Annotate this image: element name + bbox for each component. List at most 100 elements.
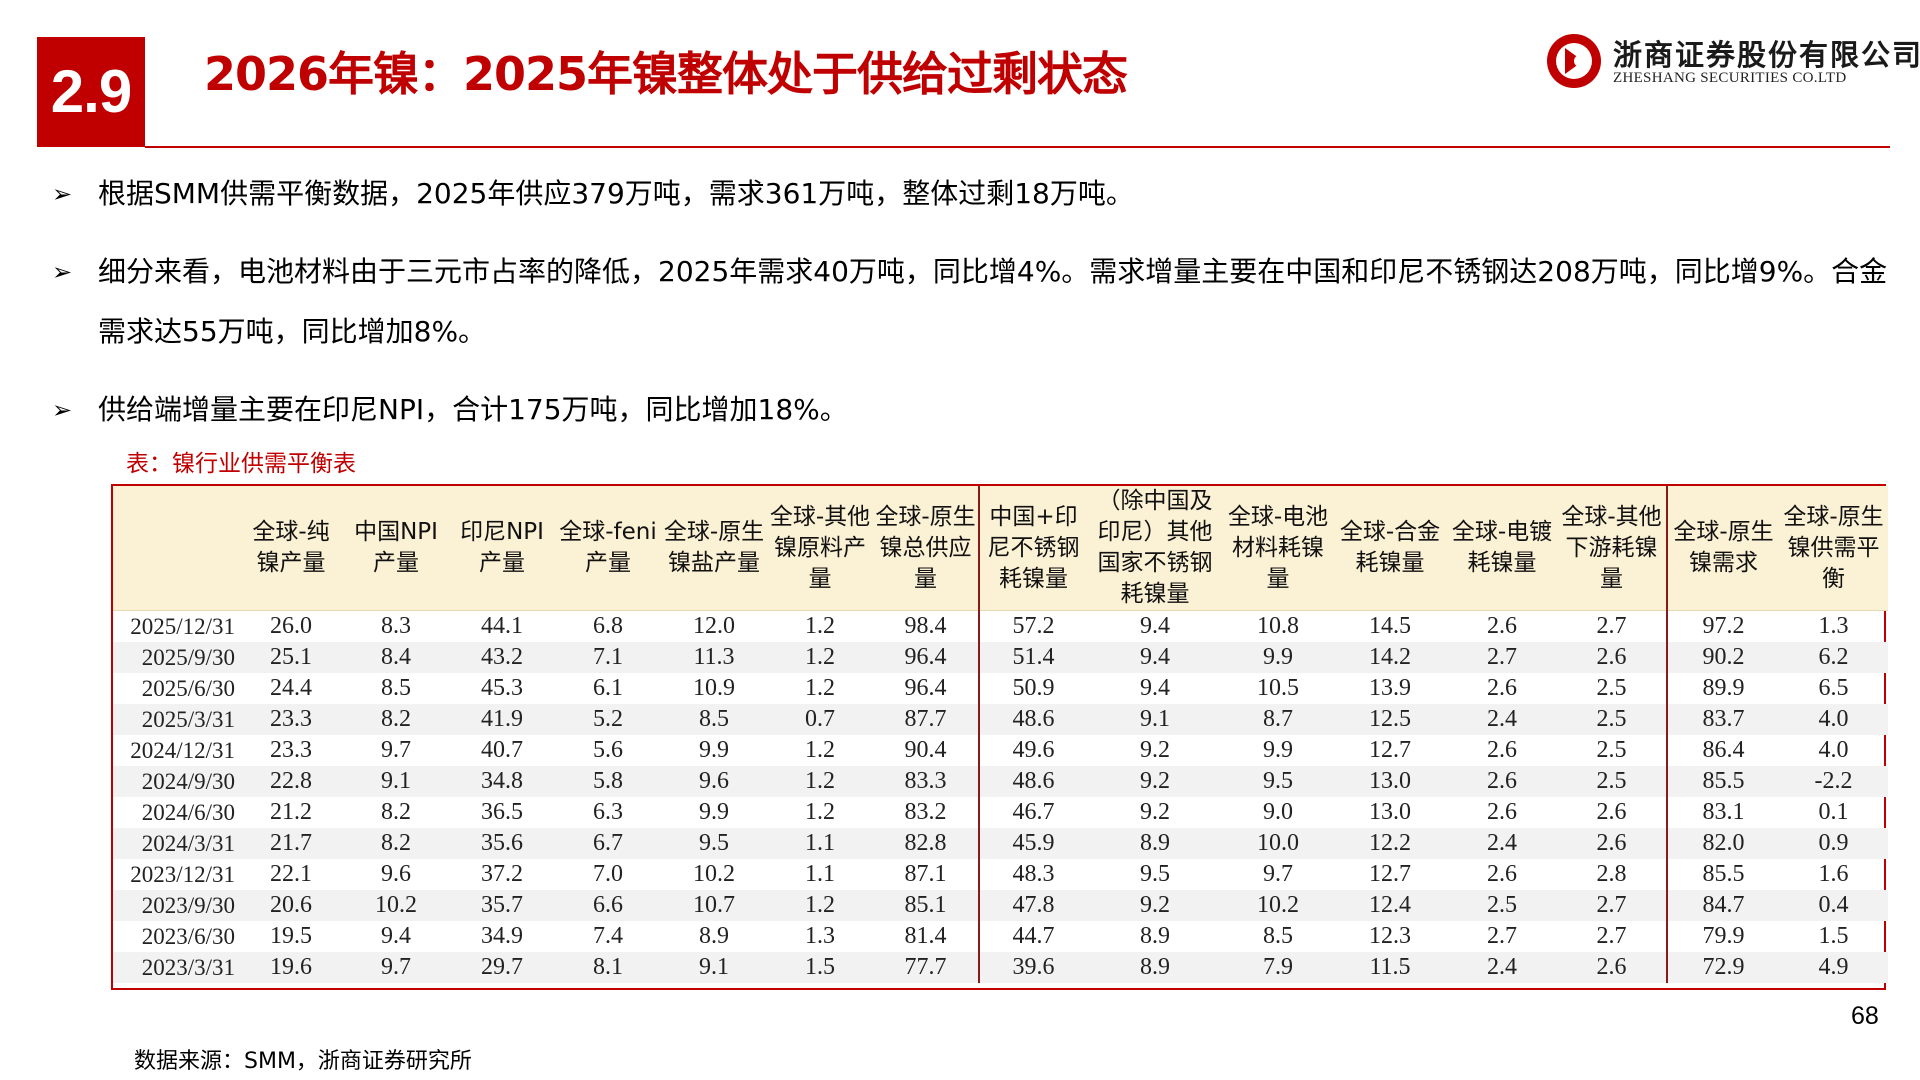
data-source: 数据来源：SMM，浙商证券研究所 bbox=[134, 1049, 472, 1074]
bullet-arrow-icon: ➢ bbox=[52, 396, 73, 424]
value-cell: 8.5 bbox=[1263, 923, 1293, 949]
value-cell: 2.7 bbox=[1596, 923, 1627, 949]
value-cell: 10.7 bbox=[661, 890, 767, 921]
value-cell: 2.4 bbox=[1447, 704, 1557, 735]
value-cell: 85.5 bbox=[1666, 766, 1779, 797]
bullet-text: 细分来看，电池材料由于三元市占率的降低，2025年需求40万吨，同比增4%。需求… bbox=[98, 255, 1888, 348]
value-cell: 12.7 bbox=[1369, 861, 1411, 887]
value-cell: 12.0 bbox=[693, 613, 735, 639]
value-cell: 83.7 bbox=[1666, 704, 1779, 735]
value-cell: 23.3 bbox=[270, 737, 312, 763]
value-cell: 19.5 bbox=[270, 923, 312, 949]
value-cell: 24.4 bbox=[270, 675, 312, 701]
header-cell: 中国NPI产量 bbox=[343, 486, 449, 611]
value-cell: 8.2 bbox=[381, 799, 411, 825]
header-cell: 全球-合金耗镍量 bbox=[1333, 486, 1447, 611]
value-cell: 9.4 bbox=[1087, 642, 1223, 673]
value-cell: 4.9 bbox=[1779, 952, 1888, 983]
header-cell: 全球-其他镍原料产量 bbox=[767, 486, 873, 611]
value-cell: 26.0 bbox=[270, 613, 312, 639]
value-cell: 8.1 bbox=[555, 952, 661, 983]
date-cell: 2025/6/30 bbox=[141, 676, 235, 701]
value-cell: 7.0 bbox=[593, 861, 623, 887]
value-cell: 79.9 bbox=[1666, 921, 1779, 952]
value-cell: 2.6 bbox=[1487, 737, 1517, 763]
value-cell: 82.8 bbox=[873, 828, 979, 859]
value-cell: 8.2 bbox=[343, 704, 449, 735]
header-cell: 全球-原生镍供需平衡 bbox=[1779, 486, 1888, 611]
value-cell: 9.1 bbox=[661, 952, 767, 983]
value-cell: 48.6 bbox=[978, 704, 1087, 735]
date-cell: 2024/3/31 bbox=[113, 828, 239, 859]
value-cell: 44.1 bbox=[481, 613, 523, 639]
header-cell: 印尼NPI产量 bbox=[449, 486, 555, 611]
value-cell: 8.9 bbox=[1087, 828, 1223, 859]
value-cell: 87.1 bbox=[904, 861, 947, 887]
value-cell: 9.1 bbox=[1087, 704, 1223, 735]
value-cell: 1.3 bbox=[805, 923, 835, 949]
value-cell: 14.2 bbox=[1333, 642, 1447, 673]
value-cell: 7.1 bbox=[555, 642, 661, 673]
title-underline bbox=[145, 146, 1890, 148]
date-cell: 2025/12/31 bbox=[130, 614, 235, 639]
value-cell: 20.6 bbox=[239, 890, 343, 921]
table-row: 2023/12/31 22.1 9.6 37.2 7.0 10.2 1.1 87.1 48.3 9… bbox=[113, 859, 1888, 890]
date-cell: 2024/12/31 bbox=[130, 738, 235, 763]
value-cell: 10.8 bbox=[1257, 613, 1299, 639]
value-cell: 1.6 bbox=[1818, 861, 1849, 887]
header-cell: 全球-原生镍需求 bbox=[1666, 486, 1779, 611]
value-cell: 10.0 bbox=[1223, 828, 1333, 859]
value-cell: 9.5 bbox=[661, 828, 767, 859]
value-cell: 83.1 bbox=[1666, 797, 1779, 828]
value-cell: 12.5 bbox=[1333, 704, 1447, 735]
value-cell: 45.9 bbox=[978, 828, 1087, 859]
value-cell: 2.5 bbox=[1447, 890, 1557, 921]
value-cell: 11.5 bbox=[1333, 952, 1447, 983]
value-cell: 1.1 bbox=[805, 861, 835, 887]
table-row: 2025/9/30 25.1 8.4 43.2 7.1 11.3 1.2 96.4 51.4 9.… bbox=[113, 642, 1888, 673]
header-cell-date bbox=[113, 486, 239, 611]
table-row: 2025/3/31 23.3 8.2 41.9 5.2 8.5 0.7 87.7 48.6 9.1… bbox=[113, 704, 1888, 735]
value-cell: 9.7 bbox=[343, 952, 449, 983]
value-cell: 82.0 bbox=[1666, 828, 1779, 859]
bullet-arrow-icon: ➢ bbox=[52, 258, 73, 286]
value-cell: 83.2 bbox=[904, 799, 947, 825]
value-cell: 98.4 bbox=[904, 613, 947, 639]
value-cell: 2.6 bbox=[1557, 828, 1667, 859]
value-cell: 8.9 bbox=[1087, 952, 1223, 983]
bullet-item: ➢ 根据SMM供需平衡数据，2025年供应379万吨，需求361万吨，整体过剩1… bbox=[52, 164, 1892, 224]
value-cell: 9.0 bbox=[1263, 799, 1293, 825]
value-cell: 96.4 bbox=[904, 675, 947, 701]
value-cell: 41.9 bbox=[449, 704, 555, 735]
value-cell: 4.0 bbox=[1779, 704, 1888, 735]
header-cell: 中国+印尼不锈钢耗镍量 bbox=[978, 486, 1087, 611]
value-cell: 8.2 bbox=[343, 828, 449, 859]
value-cell: 83.3 bbox=[873, 766, 979, 797]
value-cell: 9.5 bbox=[1140, 861, 1170, 887]
value-cell: 1.2 bbox=[767, 766, 873, 797]
value-cell: 6.1 bbox=[593, 675, 623, 701]
value-cell: 9.2 bbox=[1140, 799, 1170, 825]
value-cell: 2.6 bbox=[1487, 613, 1517, 639]
table-row: 2025/12/31 26.0 8.3 44.1 6.8 12.0 1.2 98.4 57.2 9… bbox=[113, 610, 1888, 642]
table-body: 2025/12/31 26.0 8.3 44.1 6.8 12.0 1.2 98.4 57.2 9… bbox=[113, 610, 1888, 983]
table-row: 2025/6/30 24.4 8.5 45.3 6.1 10.9 1.2 96.4 50.9 9.… bbox=[113, 673, 1888, 704]
value-cell: 2.6 bbox=[1487, 675, 1517, 701]
page-title: 2026年镍：2025年镍整体处于供给过剩状态 bbox=[204, 47, 1128, 101]
date-cell: 2025/3/31 bbox=[113, 704, 239, 735]
value-cell: 5.6 bbox=[593, 737, 623, 763]
value-cell: 49.6 bbox=[978, 735, 1087, 766]
value-cell: 2.5 bbox=[1557, 766, 1667, 797]
value-cell: 2.6 bbox=[1447, 766, 1557, 797]
value-cell: 2.5 bbox=[1596, 737, 1627, 763]
value-cell: 9.2 bbox=[1087, 766, 1223, 797]
value-cell: 10.9 bbox=[693, 675, 735, 701]
value-cell: 8.5 bbox=[381, 675, 411, 701]
value-cell: 13.0 bbox=[1369, 799, 1411, 825]
value-cell: 9.4 bbox=[1140, 613, 1170, 639]
value-cell: 35.6 bbox=[449, 828, 555, 859]
value-cell: 9.9 bbox=[1263, 737, 1293, 763]
table-row: 2024/3/31 21.7 8.2 35.6 6.7 9.5 1.1 82.8 45.9 8.9… bbox=[113, 828, 1888, 859]
value-cell: 48.6 bbox=[978, 766, 1087, 797]
value-cell: 23.3 bbox=[239, 704, 343, 735]
